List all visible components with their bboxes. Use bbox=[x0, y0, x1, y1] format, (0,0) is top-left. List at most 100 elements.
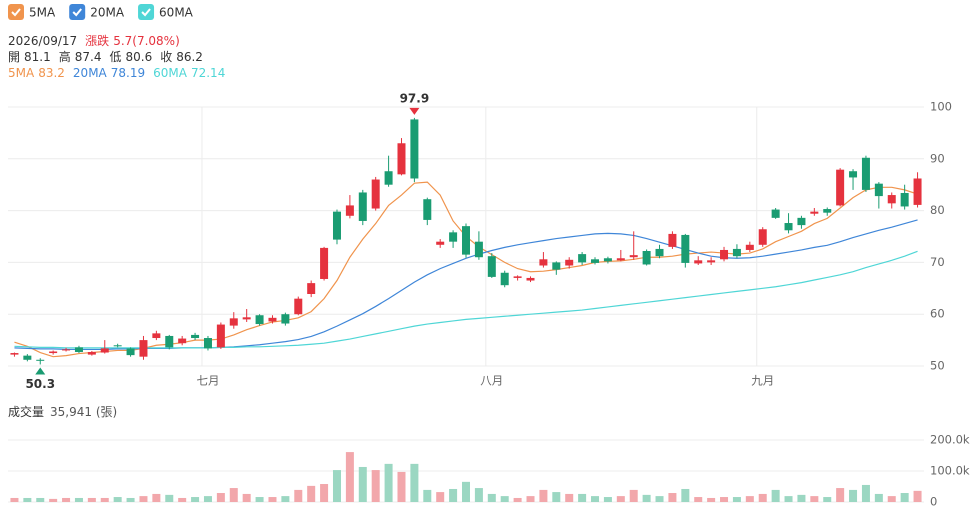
candle-body bbox=[410, 119, 419, 179]
candle-body bbox=[178, 338, 187, 344]
candle-body bbox=[165, 335, 174, 348]
volume-bar bbox=[23, 497, 32, 502]
volume-bar bbox=[629, 489, 638, 502]
candle-body bbox=[745, 244, 754, 250]
ma-name: 5MA bbox=[8, 66, 35, 80]
volume-bar bbox=[113, 497, 122, 502]
y-tick-label: 50 bbox=[930, 359, 945, 373]
volume-bar bbox=[449, 488, 458, 502]
x-tick-label: 九月 bbox=[751, 374, 774, 388]
candle-body bbox=[191, 334, 200, 339]
min-marker bbox=[35, 367, 46, 375]
volume-bar bbox=[797, 494, 806, 502]
candle-body bbox=[836, 169, 845, 206]
volume-bar bbox=[732, 497, 741, 502]
open-value: 81.1 bbox=[24, 50, 51, 64]
candle-body bbox=[591, 259, 600, 263]
volume-bar bbox=[771, 489, 780, 502]
y-tick-label: 70 bbox=[930, 255, 945, 269]
volume-header: 成交量 35,941 (張) bbox=[8, 404, 117, 419]
x-tick-label: 七月 bbox=[196, 374, 219, 388]
volume-bar bbox=[191, 497, 200, 502]
candle-body bbox=[36, 359, 45, 361]
volume-bar bbox=[552, 492, 561, 502]
volume-bar bbox=[397, 471, 406, 502]
close-label: 收 bbox=[160, 50, 172, 64]
candle-body bbox=[345, 205, 354, 216]
candle-body bbox=[526, 277, 535, 281]
ma-value: 83.2 bbox=[38, 66, 65, 80]
legend-checkbox bbox=[138, 4, 155, 20]
max-marker bbox=[409, 107, 420, 115]
volume-bar bbox=[152, 493, 161, 502]
volume-bar bbox=[900, 493, 909, 502]
volume-bar bbox=[178, 497, 187, 502]
volume-bar bbox=[126, 497, 135, 502]
volume-bar bbox=[203, 496, 212, 502]
volume-bar bbox=[758, 493, 767, 502]
candle-body bbox=[681, 234, 690, 263]
legend-item[interactable]: 60MA bbox=[138, 4, 194, 20]
volume-bar bbox=[591, 496, 600, 502]
volume-bar bbox=[320, 484, 329, 502]
volume-bar bbox=[229, 488, 238, 502]
volume-bar bbox=[307, 485, 316, 502]
volume-bar bbox=[849, 489, 858, 502]
volume-bar bbox=[384, 463, 393, 502]
ma-value: 72.14 bbox=[191, 66, 225, 80]
candle-body bbox=[874, 183, 883, 197]
candle-body bbox=[655, 248, 664, 257]
candle-body bbox=[384, 171, 393, 185]
volume-bar bbox=[87, 497, 96, 502]
candle-body bbox=[74, 347, 83, 353]
candle-body bbox=[371, 179, 380, 209]
y-tick-label: 200.0k bbox=[930, 433, 970, 447]
volume-bar bbox=[242, 493, 251, 502]
legend-item[interactable]: 20MA bbox=[69, 4, 125, 20]
legend: 5MA 20MA 60MA bbox=[8, 4, 194, 20]
candle-body bbox=[49, 351, 58, 354]
candle-body bbox=[771, 209, 780, 218]
high-label: 高 bbox=[59, 49, 71, 64]
volume-bar bbox=[255, 497, 264, 502]
candle-body bbox=[397, 143, 406, 175]
candle-body bbox=[423, 199, 432, 220]
candle-body bbox=[720, 249, 729, 260]
candle-body bbox=[449, 232, 458, 242]
candle-body bbox=[616, 258, 625, 261]
volume-bar bbox=[526, 496, 535, 502]
candle-body bbox=[539, 259, 548, 266]
candle-body bbox=[126, 348, 135, 356]
legend-label: 5MA bbox=[29, 6, 56, 20]
volume-bar bbox=[74, 497, 83, 502]
candle-body bbox=[139, 340, 148, 357]
ma-line: 5MA 83.2 20MA 78.19 60MA 72.14 bbox=[8, 66, 225, 80]
volume-bar bbox=[436, 492, 445, 502]
candle-body bbox=[87, 352, 96, 355]
volume-bar bbox=[603, 497, 612, 502]
candle-body bbox=[849, 171, 858, 178]
volume-bar bbox=[823, 497, 832, 502]
volume-bar bbox=[281, 496, 290, 502]
y-tick-label: 100 bbox=[930, 100, 952, 114]
volume-bar bbox=[100, 497, 109, 502]
candle-body bbox=[784, 223, 793, 231]
candle-body bbox=[242, 317, 251, 320]
y-tick-label: 90 bbox=[930, 151, 945, 165]
candle-body bbox=[229, 318, 238, 326]
candle-body bbox=[487, 256, 496, 277]
volume-bar bbox=[784, 496, 793, 502]
candle-body bbox=[887, 195, 896, 204]
open-label: 開 bbox=[8, 50, 20, 64]
y-tick-label: 100.0k bbox=[930, 464, 970, 478]
volume-bar bbox=[10, 497, 19, 502]
candle-body bbox=[758, 229, 767, 245]
close-value: 86.2 bbox=[176, 50, 203, 64]
candle-body bbox=[281, 314, 290, 324]
high-value: 87.4 bbox=[75, 50, 102, 64]
legend-item[interactable]: 5MA bbox=[8, 4, 56, 20]
candle-body bbox=[203, 338, 212, 349]
volume-bar bbox=[887, 496, 896, 502]
volume-bar bbox=[216, 493, 225, 502]
